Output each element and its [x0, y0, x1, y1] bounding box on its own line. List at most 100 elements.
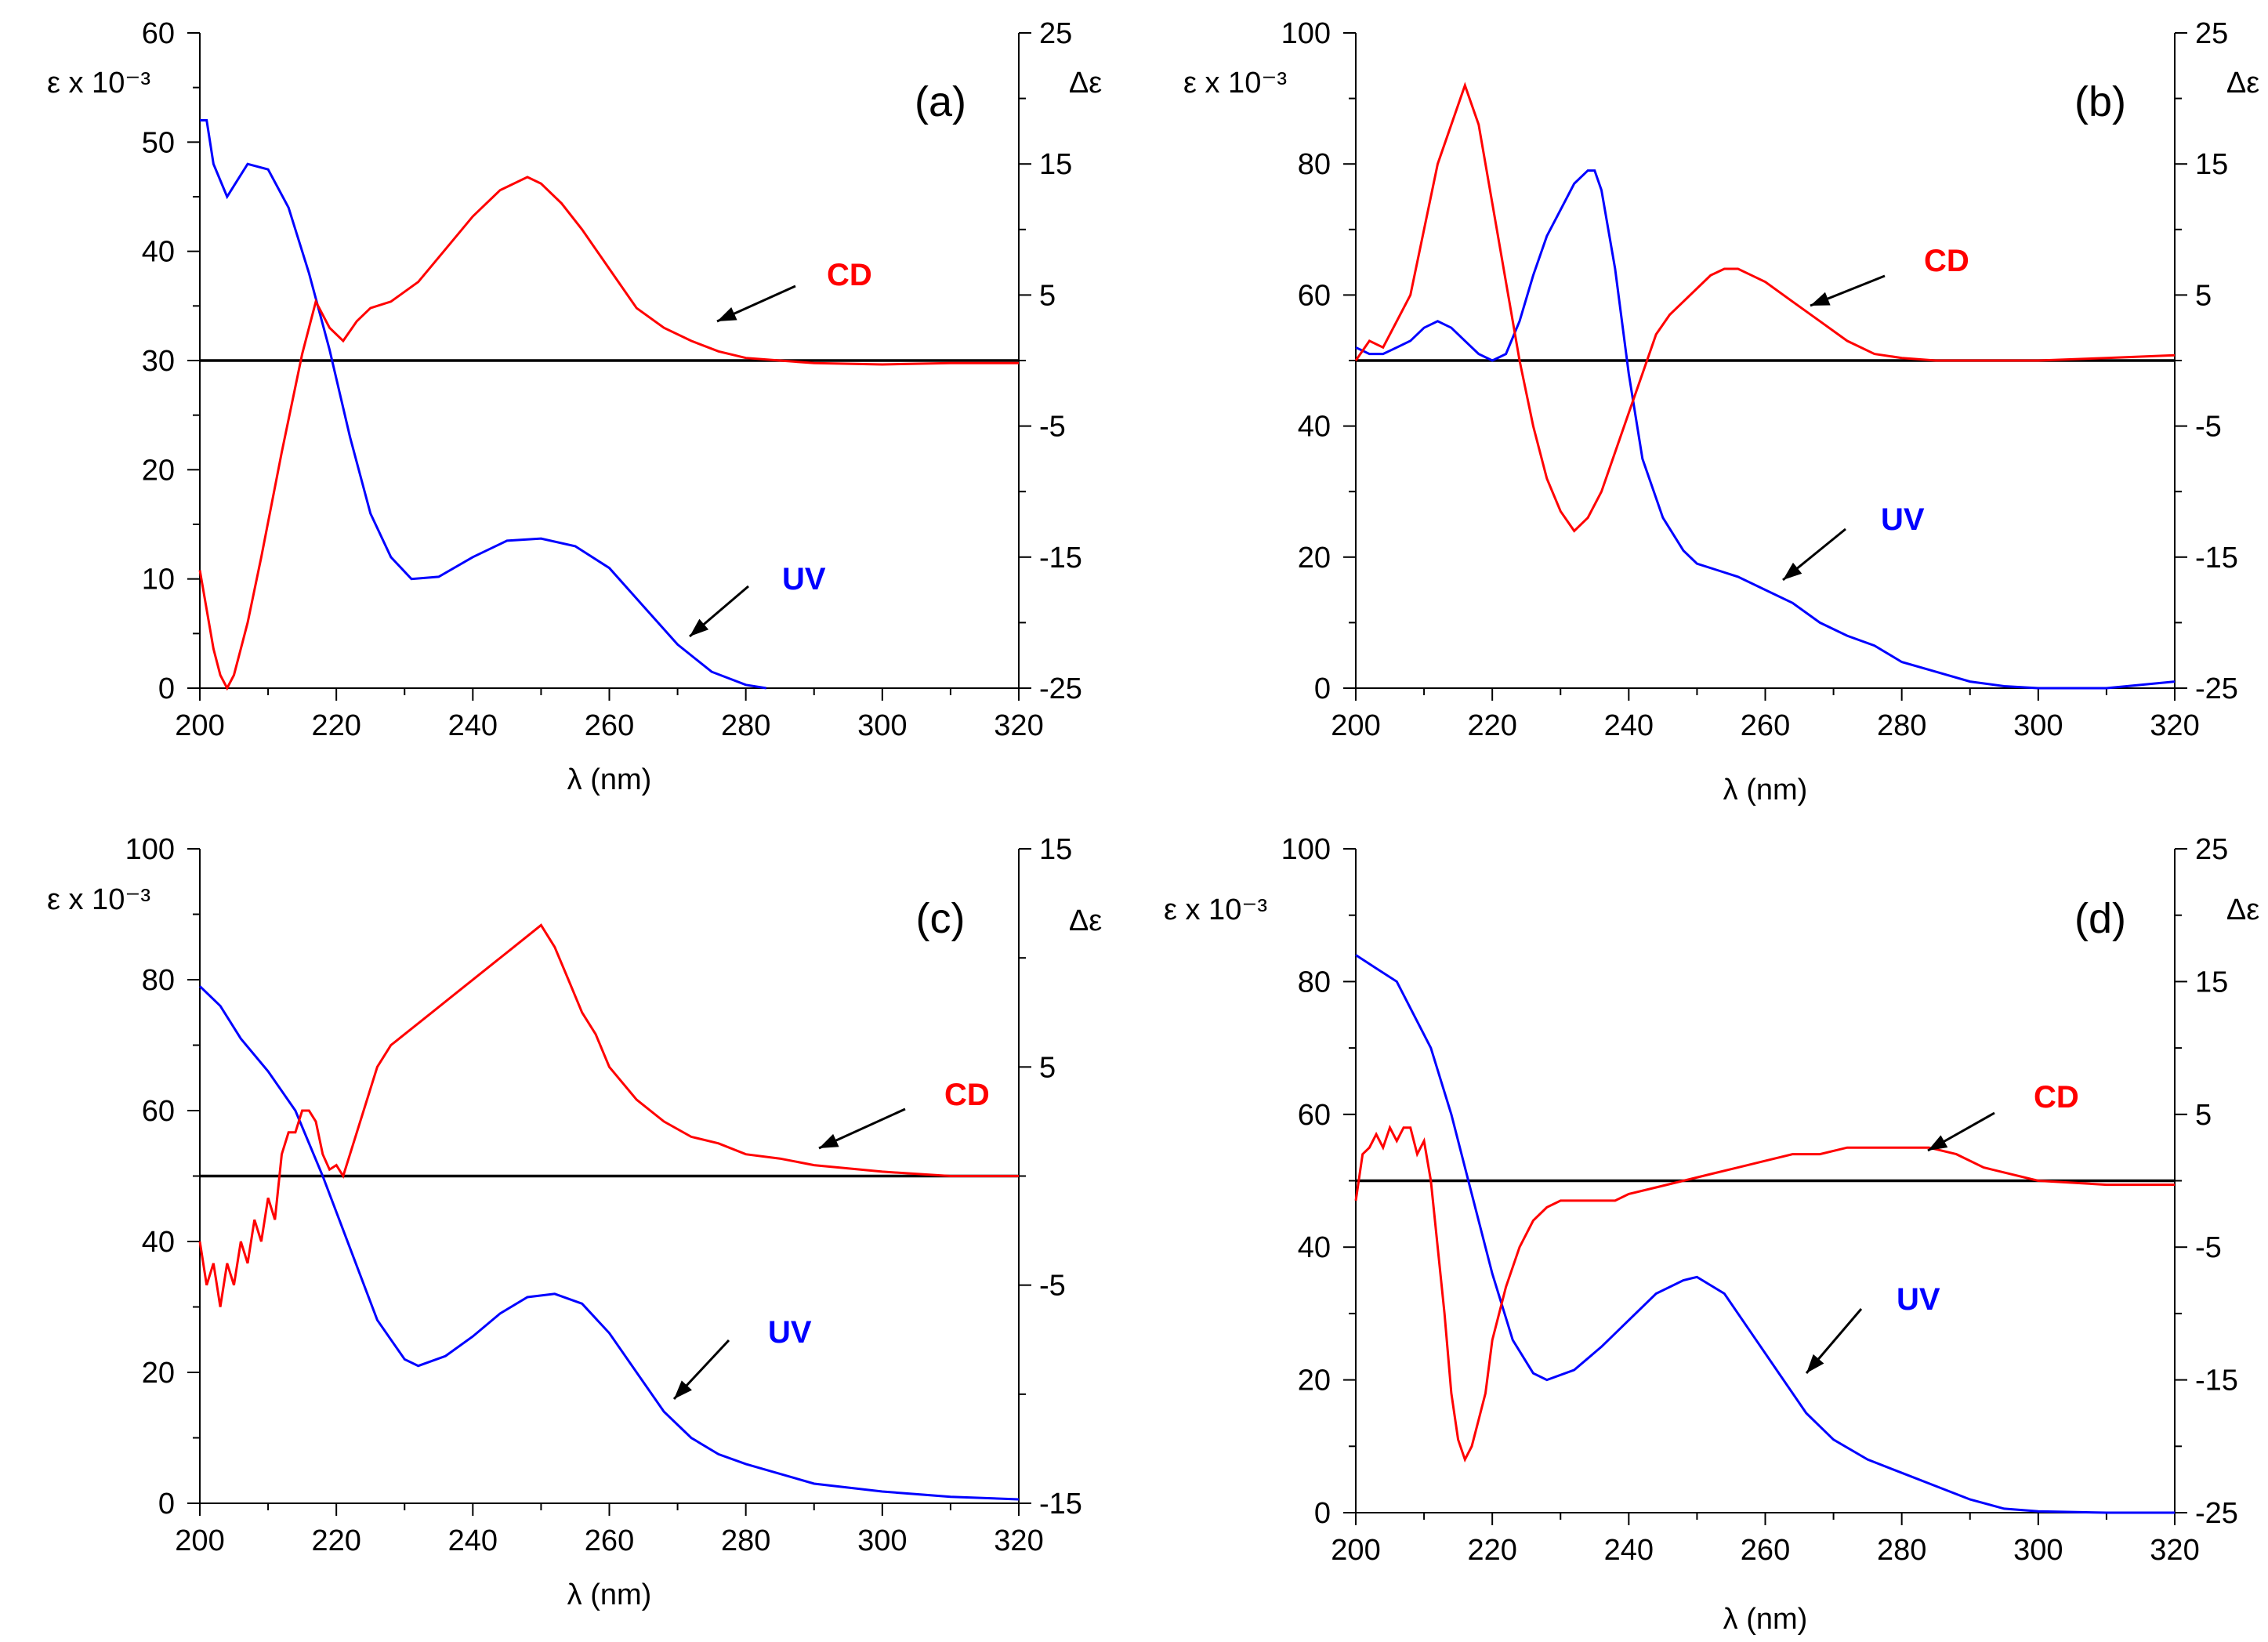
- x-tick-label: 320: [2150, 709, 2199, 742]
- cd-label: CD: [944, 1078, 990, 1112]
- y-right-tick-label: -5: [1039, 1270, 1066, 1303]
- y-right-tick-label: -15: [2195, 1365, 2238, 1397]
- arrow-head: [819, 1133, 839, 1148]
- arrow-head: [674, 1380, 692, 1399]
- panel-label: (d): [2074, 895, 2126, 942]
- arrow-head: [690, 618, 709, 636]
- x-tick-label: 280: [1877, 1534, 1926, 1567]
- y-left-tick-label: 0: [1314, 1497, 1331, 1530]
- chart-panel: 200 220 240 260 280 300 320 0 20 40 60 80 100 -25 -15 -…: [1164, 833, 2259, 1636]
- panel-label: (c): [916, 895, 966, 942]
- y-right-tick-label: -15: [1039, 542, 1082, 575]
- x-tick-label: 200: [1331, 1534, 1380, 1567]
- y-axis-right-title: Δε: [2226, 67, 2259, 100]
- y-right-tick-label: -5: [2195, 1231, 2222, 1264]
- uv-series-line: [200, 119, 767, 690]
- y-right-tick-label: 25: [2195, 833, 2228, 866]
- y-axis-left-title: ε x 10⁻³: [47, 67, 150, 100]
- chart-panel: 200 220 240 260 280 300 320 0 10 20 30 40 50 60 -25 -15…: [47, 17, 1102, 796]
- x-axis-title: λ (nm): [567, 1579, 652, 1611]
- x-tick-label: 200: [1331, 709, 1380, 742]
- x-tick-label: 240: [448, 1524, 498, 1557]
- y-right-tick-label: -15: [1039, 1488, 1082, 1521]
- x-axis-title: λ (nm): [1723, 1603, 1808, 1636]
- cd-label: CD: [2034, 1080, 2079, 1115]
- x-tick-label: 300: [2013, 1534, 2063, 1567]
- y-right-tick-label: 15: [1039, 833, 1072, 866]
- y-left-tick-label: 0: [158, 1488, 175, 1521]
- y-right-tick-label: 5: [1039, 1051, 1056, 1084]
- x-tick-label: 200: [175, 709, 224, 742]
- chart-panel: 200 220 240 260 280 300 320 0 20 40 60 80 100 -25 -15 -…: [1183, 17, 2259, 807]
- y-left-tick-label: 80: [1298, 148, 1331, 181]
- y-right-tick-label: 25: [2195, 17, 2228, 50]
- x-tick-label: 280: [721, 1524, 770, 1557]
- x-tick-label: 220: [311, 1524, 360, 1557]
- uv-label: UV: [768, 1315, 812, 1350]
- y-axis-right-title: Δε: [1069, 67, 1102, 100]
- arrow-head: [1783, 562, 1802, 580]
- x-tick-label: 280: [721, 709, 770, 742]
- arrow-head: [1928, 1135, 1948, 1151]
- x-tick-label: 300: [2013, 709, 2063, 742]
- x-tick-label: 320: [994, 1524, 1043, 1557]
- y-right-tick-label: -25: [1039, 672, 1082, 705]
- y-right-tick-label: -15: [2195, 542, 2238, 575]
- x-tick-label: 240: [1604, 1534, 1654, 1567]
- y-right-tick-label: 25: [1039, 17, 1072, 50]
- y-left-tick-label: 60: [142, 17, 175, 50]
- x-tick-label: 320: [994, 709, 1043, 742]
- x-tick-label: 220: [1467, 709, 1516, 742]
- x-tick-label: 260: [1741, 1534, 1790, 1567]
- y-left-tick-label: 0: [1314, 672, 1331, 705]
- y-right-tick-label: 5: [1039, 279, 1056, 312]
- y-left-tick-label: 80: [142, 964, 175, 997]
- x-tick-label: 220: [311, 709, 360, 742]
- x-tick-label: 200: [175, 1524, 224, 1557]
- x-tick-label: 240: [1604, 709, 1654, 742]
- y-left-tick-label: 10: [142, 564, 175, 596]
- y-left-tick-label: 0: [158, 672, 175, 705]
- y-left-tick-label: 100: [1281, 17, 1331, 50]
- x-axis-title: λ (nm): [1723, 774, 1808, 807]
- x-tick-label: 280: [1877, 709, 1926, 742]
- y-left-tick-label: 20: [1298, 542, 1331, 575]
- chart-panel: 200 220 240 260 280 300 320 0 20 40 60 80 100 -15 -5 5 1…: [47, 833, 1102, 1611]
- panel-label: (b): [2074, 78, 2126, 125]
- y-left-tick-label: 30: [142, 345, 175, 378]
- y-left-tick-label: 40: [142, 236, 175, 269]
- y-left-tick-label: 20: [142, 1357, 175, 1390]
- x-tick-label: 260: [1741, 709, 1790, 742]
- y-axis-right-title: Δε: [2226, 893, 2259, 926]
- y-axis-right-title: Δε: [1069, 904, 1102, 937]
- y-left-tick-label: 40: [1298, 411, 1331, 444]
- arrow-head: [1810, 292, 1831, 306]
- y-left-tick-label: 80: [1298, 966, 1331, 999]
- x-axis-title: λ (nm): [567, 763, 652, 796]
- cd-series-line: [198, 923, 1019, 1307]
- y-left-tick-label: 20: [142, 454, 175, 487]
- panel-label: (a): [915, 78, 966, 125]
- cd-series-line: [1354, 82, 2176, 533]
- y-right-tick-label: 15: [2195, 966, 2228, 999]
- y-right-tick-label: 15: [1039, 148, 1072, 181]
- y-right-tick-label: -25: [2195, 672, 2238, 705]
- y-left-tick-label: 100: [1281, 833, 1331, 866]
- uv-label: UV: [782, 562, 826, 596]
- x-tick-label: 240: [448, 709, 498, 742]
- x-tick-label: 260: [585, 709, 634, 742]
- x-tick-label: 300: [857, 709, 907, 742]
- y-axis-left-title: ε x 10⁻³: [1183, 67, 1287, 100]
- y-left-tick-label: 60: [1298, 279, 1331, 312]
- y-right-tick-label: -5: [2195, 411, 2222, 444]
- uv-label: UV: [1897, 1282, 1940, 1317]
- y-right-tick-label: 15: [2195, 148, 2228, 181]
- y-left-tick-label: 20: [1298, 1365, 1331, 1397]
- cd-series-line: [198, 176, 1019, 691]
- cd-label: CD: [1924, 244, 1969, 278]
- x-tick-label: 260: [585, 1524, 634, 1557]
- uv-series-line: [198, 985, 1020, 1501]
- uv-label: UV: [1881, 502, 1925, 537]
- x-tick-label: 300: [857, 1524, 907, 1557]
